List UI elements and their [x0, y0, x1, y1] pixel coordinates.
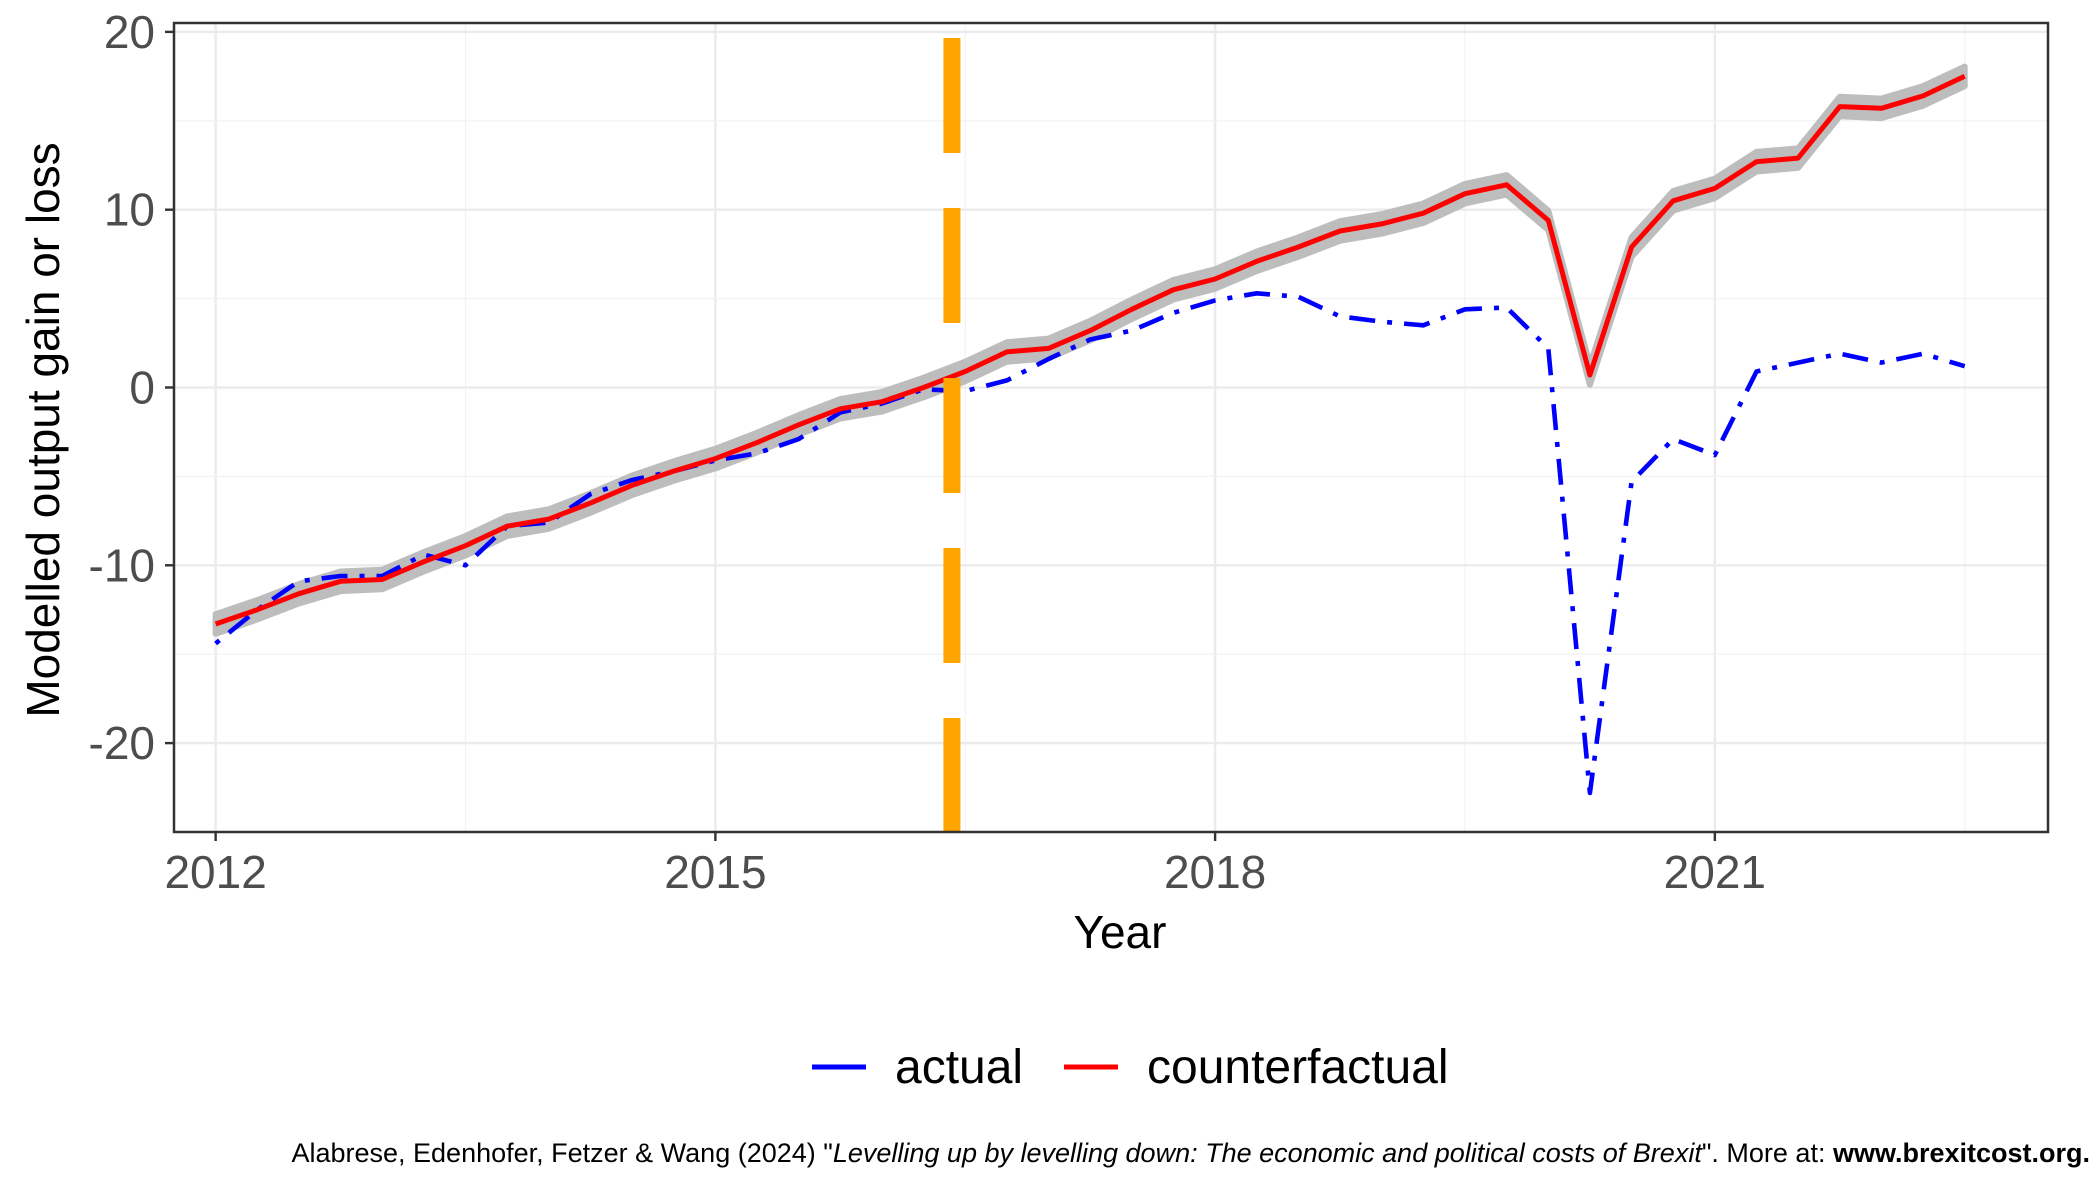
y-tick-label: 0 [129, 361, 155, 413]
counterfactual-confidence-band [212, 63, 1968, 637]
plot-panel-border [172, 21, 2050, 834]
x-tick-label: 2018 [1164, 846, 1266, 898]
x-tick-label: 2015 [664, 846, 766, 898]
y-tick-label: 20 [104, 6, 155, 58]
caption-url[interactable]: www.brexitcost.org. [1832, 1138, 2090, 1168]
source-caption: Alabrese, Edenhofer, Fetzer & Wang (2024… [0, 1138, 2090, 1169]
x-axis-title: Year [1074, 906, 1167, 958]
series-layer [214, 74, 1966, 796]
y-tick-label: 10 [104, 184, 155, 236]
x-tick-label: 2012 [164, 846, 266, 898]
y-tick-label: -20 [89, 717, 155, 769]
legend-label-counterfactual: counterfactual [1147, 1041, 1449, 1094]
caption-more: ". More at: [1701, 1138, 1833, 1168]
series-line-counterfactual [214, 74, 1966, 627]
y-axis-title: Modelled output gain or loss [17, 142, 69, 717]
legend-label-actual: actual [895, 1041, 1023, 1094]
y-tick-label: -10 [89, 539, 155, 591]
grid [174, 23, 2048, 832]
x-tick-label: 2021 [1664, 846, 1766, 898]
legend: actual counterfactual [812, 1041, 1449, 1094]
confidence-ribbon-layer [212, 63, 1968, 637]
axis-layer: 2012 2015 2018 2021 -20 -10 0 10 20 [89, 6, 1767, 898]
caption-authors: Alabrese, Edenhofer, Fetzer & Wang (2024… [291, 1138, 833, 1168]
caption-paper-title: Levelling up by levelling down: The econ… [832, 1138, 1702, 1168]
